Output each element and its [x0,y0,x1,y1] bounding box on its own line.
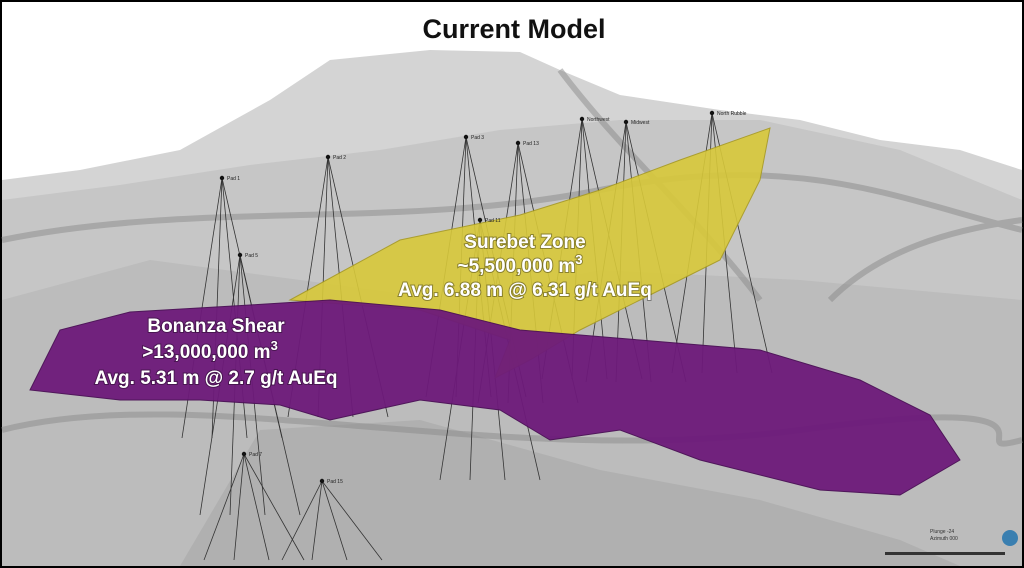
pad-label: Pad 1 [227,176,240,182]
pad-label: Pad 3 [471,135,484,141]
scale [885,552,1005,555]
pad-marker [709,110,715,116]
zone-volume: ~5,500,000 m3 [457,252,582,277]
scale-bar: Plunge -24 Azimuth 000 [885,529,1018,555]
pad-label: Pad 5 [245,253,258,259]
drill-hole [203,453,245,561]
volume: ~5,500,000 m [457,256,575,277]
globe [1002,530,1018,546]
zone-grade: Avg. 5.31 m @ 2.7 g/t AuEq [94,368,337,389]
volume-exponent: 3 [271,338,278,353]
bonanza-shear-shape [29,299,961,496]
pad-marker [623,119,629,125]
zone-volume: >13,000,000 m3 [142,338,278,363]
drill-hole [311,480,323,561]
pad-label: Northwest [587,117,610,123]
azimuth: Azimuth 000 [930,536,958,542]
pad-marker [237,252,243,258]
pad-marker [241,451,247,457]
pad-label: Pad 15 [327,479,343,485]
zone-name: Bonanza Shear [147,316,285,337]
pad-label: North Rubble [717,111,747,117]
pad-marker [325,154,331,160]
drill-hole [321,480,383,561]
pads: Pad 1 Pad 2 Pad 3 Pad 5 Pad 7 Pad 11 Pad 13 Pad… [219,110,747,485]
zone-name: Surebet Zone [464,232,585,253]
title: Current Model [422,14,605,44]
pad-label: Midwest [631,120,650,126]
plunge: Plunge -24 [930,529,954,535]
pad-marker [515,140,521,146]
pad-label: Pad 7 [249,452,262,458]
drill-hole [233,453,245,561]
terrain-valley [180,420,960,566]
volume: >13,000,000 m [142,342,270,363]
pad-marker [319,478,325,484]
volume-exponent: 3 [575,252,582,267]
drill-hole [281,480,323,561]
pad-label: Pad 13 [523,141,539,147]
drill-hole [243,453,270,561]
drill-hole [243,453,305,561]
pad-label: Pad 2 [333,155,346,161]
pad-marker [219,175,225,181]
pad-marker [579,116,585,122]
pad-marker [477,217,483,223]
zone-grade: Avg. 6.88 m @ 6.31 g/t AuEq [398,280,652,301]
pad-marker [463,134,469,140]
pad-label: Pad 11 [485,218,501,224]
drill-hole [321,480,348,561]
